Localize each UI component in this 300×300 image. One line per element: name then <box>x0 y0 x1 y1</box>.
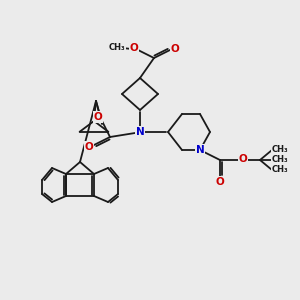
Text: CH₃: CH₃ <box>272 155 288 164</box>
Text: O: O <box>216 177 224 187</box>
Text: O: O <box>130 43 138 53</box>
Text: N: N <box>136 127 144 137</box>
Text: CH₃: CH₃ <box>272 146 288 154</box>
Text: CH₃: CH₃ <box>109 43 125 52</box>
Text: O: O <box>171 44 179 54</box>
Text: N: N <box>196 145 204 155</box>
Text: CH₃: CH₃ <box>272 166 288 175</box>
Text: O: O <box>94 112 102 122</box>
Text: O: O <box>238 154 247 164</box>
Text: O: O <box>85 142 93 152</box>
